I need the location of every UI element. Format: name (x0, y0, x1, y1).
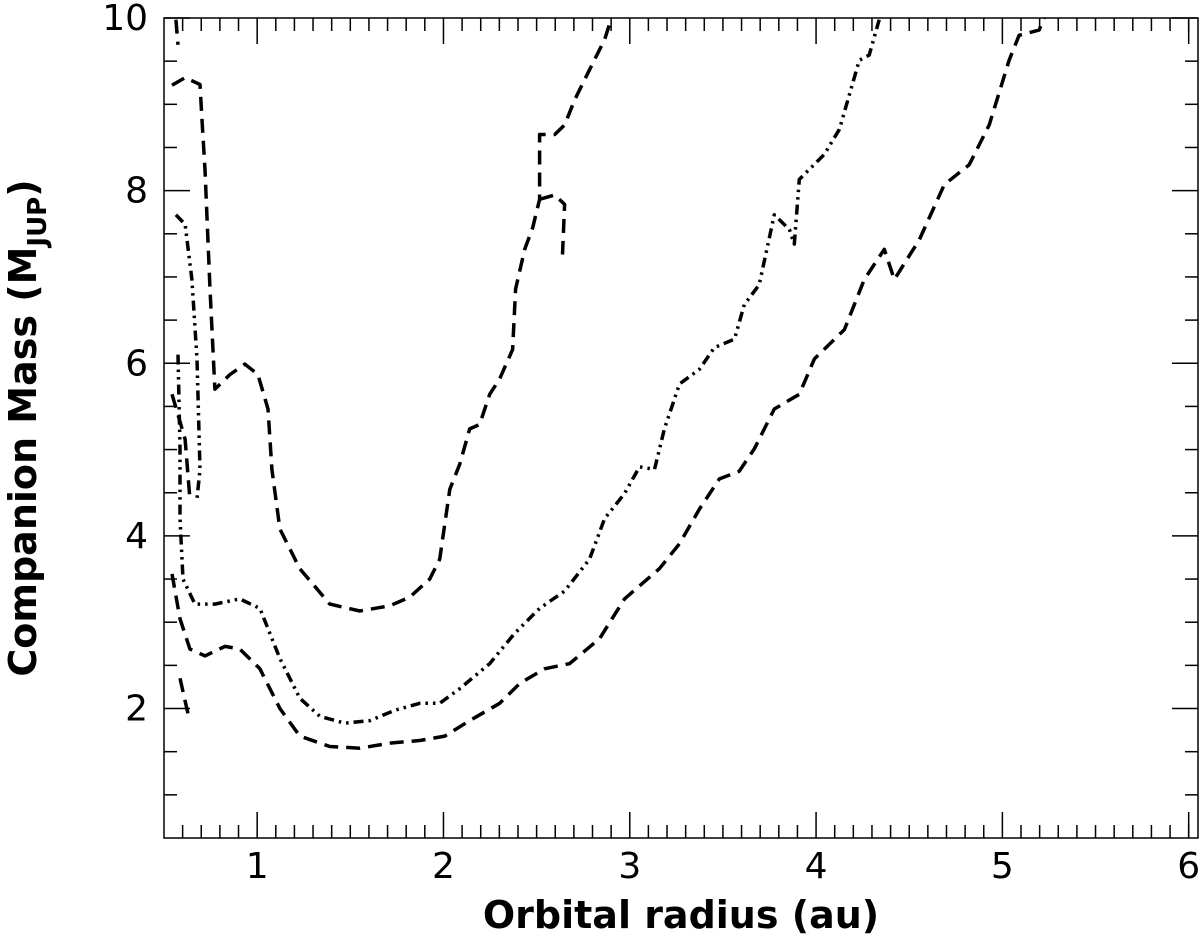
y-tick-label: 10 (102, 0, 148, 39)
series-line (174, 19, 881, 725)
y-tick-label: 2 (125, 689, 148, 730)
plot-frame (163, 17, 1199, 839)
y-tick-label: 6 (125, 343, 148, 384)
y-tick-label: 8 (125, 171, 148, 212)
x-tick-label: 2 (432, 846, 455, 887)
x-tick-label: 1 (246, 846, 269, 887)
x-tick-label: 4 (805, 846, 828, 887)
series-line (170, 17, 1046, 750)
y-tick-label: 4 (125, 516, 148, 557)
x-axis-label: Orbital radius (au) (483, 893, 879, 937)
series-line (171, 17, 614, 613)
y-axis-label: Companion Mass (MJUP) (1, 179, 53, 676)
y-axis-label-close: ) (1, 179, 45, 196)
x-tick-label: 6 (1177, 846, 1200, 887)
x-tick-label: 3 (618, 846, 641, 887)
y-axis-label-text: Companion Mass (M (1, 247, 45, 677)
x-tick-label: 5 (991, 846, 1014, 887)
y-axis-label-subscript: JUP (23, 197, 53, 249)
